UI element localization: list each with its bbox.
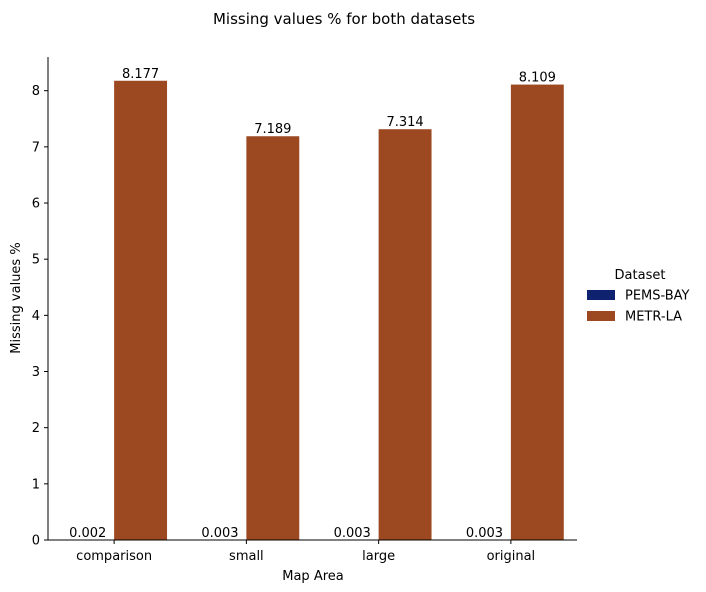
x-tick-label: original (487, 549, 536, 564)
bar-metr-la-comparison (114, 80, 168, 540)
y-axis-label: Missing values % (9, 242, 24, 353)
bar-value-label: 8.109 (519, 71, 556, 86)
y-tick-label: 8 (32, 84, 40, 99)
legend-swatch (587, 290, 615, 300)
legend-items: PEMS-BAY METR-LA (587, 289, 690, 325)
bar-value-label: 0.003 (334, 526, 371, 541)
x-ticks: comparison small large original (76, 540, 535, 564)
y-ticks: 0 1 2 3 4 5 6 7 8 (32, 84, 48, 549)
bar-value-label: 7.314 (386, 115, 423, 130)
bar-value-label: 0.003 (201, 526, 238, 541)
bar-metr-la-large (378, 129, 432, 540)
x-axis-label: Map Area (282, 569, 343, 584)
x-tick-label: small (229, 549, 264, 564)
bar-value-label: 7.189 (254, 122, 291, 137)
y-tick-label: 6 (32, 197, 40, 212)
y-tick-label: 5 (32, 253, 40, 268)
y-tick-label: 1 (32, 477, 40, 492)
y-tick-label: 2 (32, 421, 40, 436)
legend-label: METR-LA (625, 310, 682, 325)
bars (61, 80, 564, 540)
y-tick-label: 0 (32, 534, 40, 549)
legend: Dataset PEMS-BAY METR-LA (587, 268, 690, 325)
bar-value-label: 0.003 (466, 526, 503, 541)
chart-title: Missing values % for both datasets (213, 10, 475, 28)
y-tick-label: 4 (32, 309, 40, 324)
legend-label: PEMS-BAY (625, 289, 690, 304)
bar-value-label: 8.177 (122, 67, 159, 82)
x-tick-label: large (362, 549, 395, 564)
bar-labels: 0.002 8.177 0.003 7.189 0.003 7.314 0.003 8.109 (69, 67, 556, 541)
x-tick-label: comparison (76, 549, 152, 564)
legend-swatch (587, 311, 615, 321)
bar-value-label: 0.002 (69, 526, 106, 541)
bar-metr-la-original (510, 84, 564, 540)
legend-title: Dataset (615, 268, 666, 283)
bar-metr-la-small (246, 136, 300, 540)
y-tick-label: 7 (32, 140, 40, 155)
y-tick-label: 3 (32, 365, 40, 380)
